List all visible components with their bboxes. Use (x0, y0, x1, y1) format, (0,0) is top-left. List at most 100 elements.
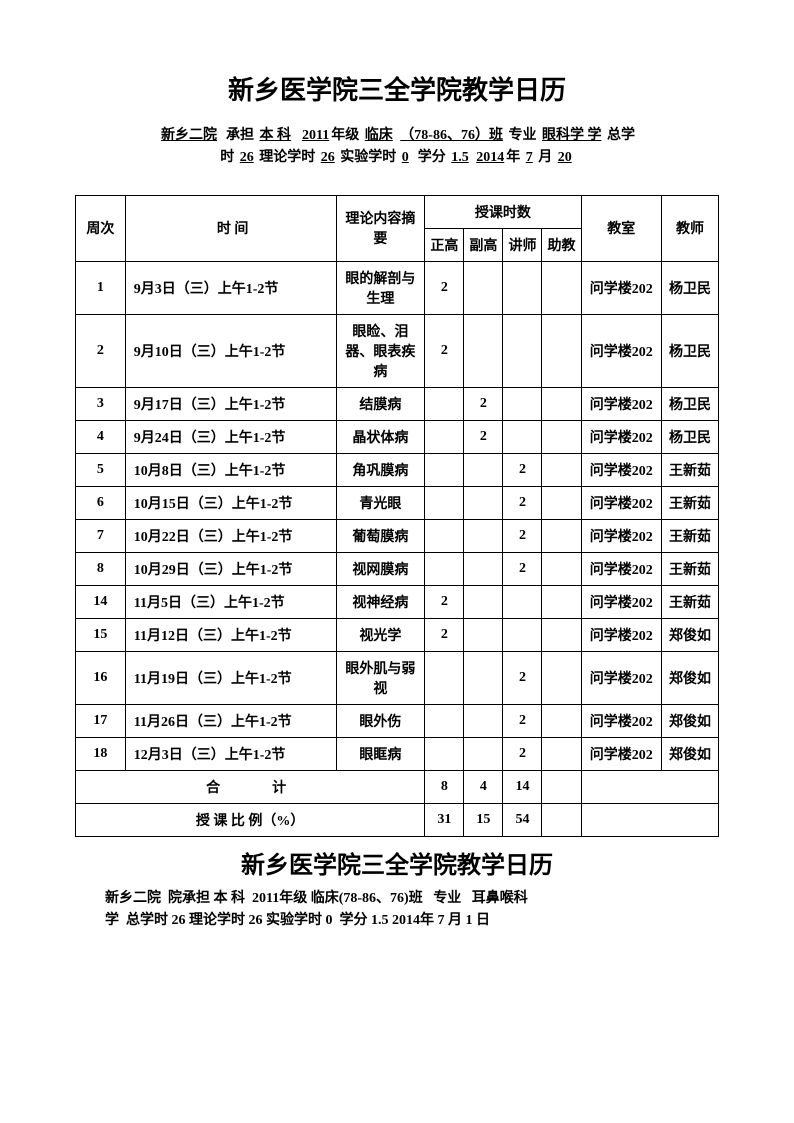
cell-week: 4 (76, 420, 126, 453)
table-row: 610月15日（三）上午1-2节青光眼2问学楼202王新茹 (76, 486, 719, 519)
cell-zj (542, 453, 581, 486)
cell-week: 15 (76, 618, 126, 651)
cell-fg (464, 519, 503, 552)
col-fugao: 副高 (464, 228, 503, 261)
role2: 院承担 (168, 891, 210, 906)
table-row: 39月17日（三）上午1-2节结膜病2问学楼202杨卫民 (76, 387, 719, 420)
cell-zj (542, 737, 581, 770)
cell-fg (464, 585, 503, 618)
table-row: 1611月19日（三）上午1-2节眼外肌与弱视2问学楼202郑俊如 (76, 651, 719, 704)
cell-js (503, 314, 542, 387)
cell-time: 9月3日（三）上午1-2节 (125, 261, 336, 314)
cell-content: 眼的解剖与生理 (336, 261, 425, 314)
line2-prefix2: 学 (105, 913, 119, 928)
cell-time: 11月5日（三）上午1-2节 (125, 585, 336, 618)
cell-room: 问学楼202 (581, 737, 662, 770)
cell-content: 视神经病 (336, 585, 425, 618)
total-fg: 4 (464, 770, 503, 803)
schedule-table: 周次 时 间 理论内容摘要 授课时数 教室 教师 正高 副高 讲师 助教 19月… (75, 195, 719, 837)
cell-room: 问学楼202 (581, 704, 662, 737)
ratio-fg: 15 (464, 803, 503, 836)
table-row: 29月10日（三）上午1-2节眼睑、泪器、眼表疾病2问学楼202杨卫民 (76, 314, 719, 387)
title-2: 新乡医学院三全学院教学日历 (75, 845, 719, 880)
col-teacher: 教师 (662, 195, 719, 261)
cell-room: 问学楼202 (581, 453, 662, 486)
level2: 本 科 (214, 891, 246, 906)
total-label: 合 计 (76, 770, 425, 803)
cell-content: 视网膜病 (336, 552, 425, 585)
date-day-suffix2: 日 (476, 913, 490, 928)
cell-content: 眼外肌与弱视 (336, 651, 425, 704)
total-label: 总学 (607, 128, 635, 143)
cell-week: 1 (76, 261, 126, 314)
cell-zg: 2 (425, 585, 464, 618)
cell-zj (542, 704, 581, 737)
year: 2011 (300, 128, 331, 143)
date-year2: 2014 (392, 913, 420, 928)
cell-week: 14 (76, 585, 126, 618)
date-day: 20 (556, 150, 574, 165)
ratio-label: 授 课 比 例（%） (76, 803, 425, 836)
cell-week: 5 (76, 453, 126, 486)
cell-zj (542, 519, 581, 552)
hospital2: 新乡二院 (105, 891, 161, 906)
cell-teacher: 王新茹 (662, 486, 719, 519)
total-label2: 总学时 (126, 913, 168, 928)
cell-week: 3 (76, 387, 126, 420)
cell-zj (542, 387, 581, 420)
cell-teacher: 郑俊如 (662, 737, 719, 770)
table-row: 1511月12日（三）上午1-2节视光学2问学楼202郑俊如 (76, 618, 719, 651)
credits2: 1.5 (371, 913, 389, 928)
cell-js: 2 (503, 737, 542, 770)
lab-hours: 0 (400, 150, 411, 165)
date-month-suffix2: 月 (448, 913, 462, 928)
class: （78-86、76）班 (398, 128, 505, 143)
hospital: 新乡二院 (159, 128, 219, 143)
cell-teacher: 郑俊如 (662, 704, 719, 737)
table-row: 1812月3日（三）上午1-2节眼眶病2问学楼202郑俊如 (76, 737, 719, 770)
subject: 眼科学 学 (540, 128, 604, 143)
cell-fg (464, 486, 503, 519)
cell-time: 9月24日（三）上午1-2节 (125, 420, 336, 453)
total-hours: 26 (238, 150, 256, 165)
cell-zg (425, 737, 464, 770)
level: 本 科 (258, 128, 294, 143)
cell-teacher: 杨卫民 (662, 387, 719, 420)
cell-zg: 2 (425, 314, 464, 387)
cell-time: 12月3日（三）上午1-2节 (125, 737, 336, 770)
cell-content: 眼外伤 (336, 704, 425, 737)
cell-room: 问学楼202 (581, 519, 662, 552)
cell-zg (425, 552, 464, 585)
col-time: 时 间 (125, 195, 336, 261)
cell-zj (542, 552, 581, 585)
cell-time: 11月26日（三）上午1-2节 (125, 704, 336, 737)
subject-label2: 专业 (433, 891, 461, 906)
col-jiangshi: 讲师 (503, 228, 542, 261)
total-zj (542, 770, 581, 803)
cell-week: 18 (76, 737, 126, 770)
table-row: 710月22日（三）上午1-2节葡萄膜病2问学楼202王新茹 (76, 519, 719, 552)
major2: 临床(78-86、76)班 (311, 891, 423, 906)
cell-js (503, 420, 542, 453)
cell-zg (425, 519, 464, 552)
cell-room: 问学楼202 (581, 261, 662, 314)
cell-content: 结膜病 (336, 387, 425, 420)
cell-room: 问学楼202 (581, 585, 662, 618)
subject-label: 专业 (508, 128, 536, 143)
cell-room: 问学楼202 (581, 486, 662, 519)
cell-time: 10月15日（三）上午1-2节 (125, 486, 336, 519)
cell-content: 晶状体病 (336, 420, 425, 453)
table-row: 810月29日（三）上午1-2节视网膜病2问学楼202王新茹 (76, 552, 719, 585)
cell-fg (464, 618, 503, 651)
lab-label: 实验学时 (340, 150, 396, 165)
cell-content: 视光学 (336, 618, 425, 651)
line2-prefix: 时 (220, 150, 234, 165)
cell-content: 角巩膜病 (336, 453, 425, 486)
cell-fg: 2 (464, 420, 503, 453)
cell-content: 眼睑、泪器、眼表疾病 (336, 314, 425, 387)
cell-zg (425, 704, 464, 737)
table-row: 49月24日（三）上午1-2节晶状体病2问学楼202杨卫民 (76, 420, 719, 453)
cell-zj (542, 420, 581, 453)
total-zg: 8 (425, 770, 464, 803)
theory-label: 理论学时 (259, 150, 315, 165)
